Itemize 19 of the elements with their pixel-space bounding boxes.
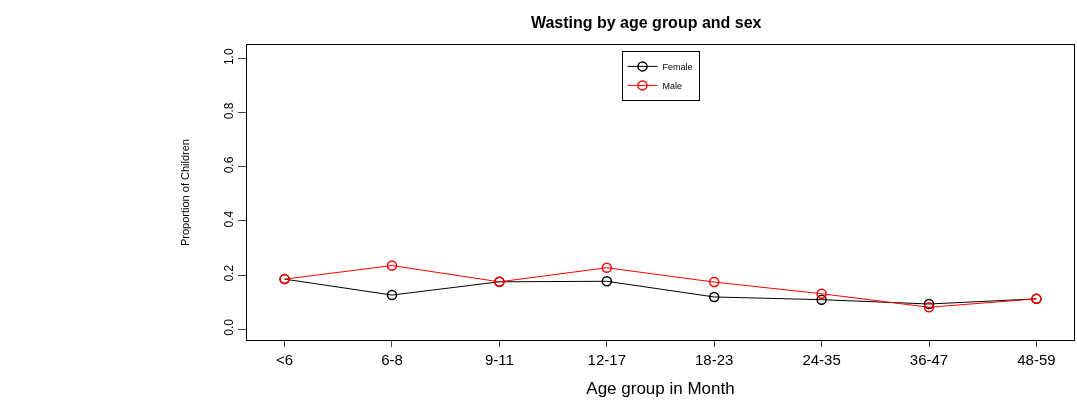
x-tick-label: 18-23 (695, 351, 734, 368)
x-tick-label: 48-59 (1017, 351, 1056, 368)
legend-label: Male (662, 80, 683, 91)
x-tick-label: 12-17 (587, 351, 626, 368)
y-tick-label: 0.0 (222, 318, 237, 336)
y-tick-label: 0.2 (222, 264, 237, 282)
x-axis-title: Age group in Month (586, 379, 735, 399)
x-tick-label: 6-8 (381, 351, 403, 368)
y-axis-title: Proportion of Children (178, 138, 191, 247)
y-tick-label: 0.4 (222, 210, 237, 228)
x-tick-label: 9-11 (484, 351, 514, 368)
y-tick-label: 0.6 (222, 156, 237, 174)
legend-label: Female (662, 61, 693, 72)
chart-title: Wasting by age group and sex (530, 13, 762, 31)
x-tick-label: 36-47 (909, 351, 949, 368)
x-tick-label: <6 (276, 351, 294, 368)
y-tick-label: 0.8 (222, 102, 237, 120)
x-tick-label: 24-35 (802, 351, 841, 368)
y-tick-label: 1.0 (222, 48, 237, 66)
